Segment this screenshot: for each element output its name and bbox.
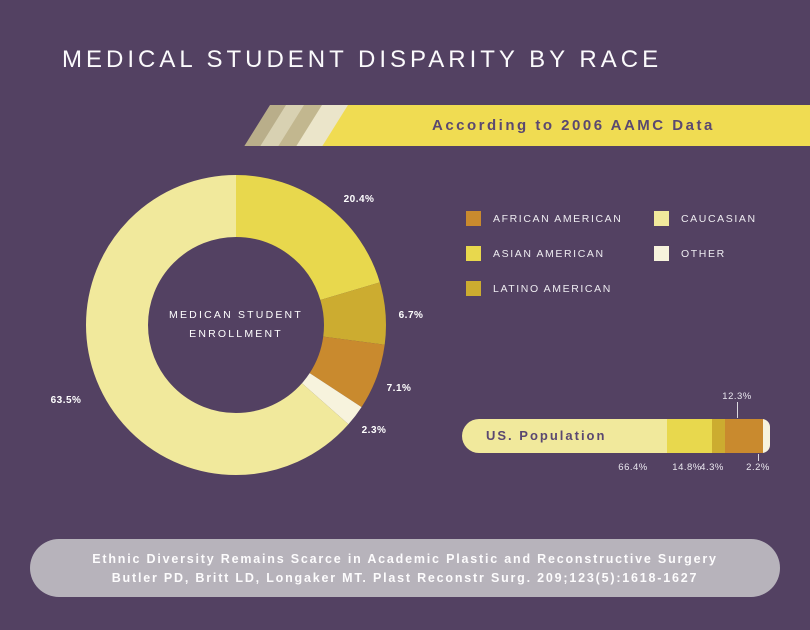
donut-segment-1 bbox=[86, 175, 386, 475]
bar-callout-line bbox=[737, 402, 738, 418]
banner-label: According to 2006 AAMC Data bbox=[432, 117, 715, 134]
bar-segment-4 bbox=[763, 419, 770, 453]
donut-label-asian: 20.4% bbox=[343, 194, 375, 205]
bar-label-asian: 14.8% bbox=[672, 462, 702, 473]
citation-footer: Ethnic Diversity Remains Scarce in Acade… bbox=[30, 539, 780, 597]
legend-item-asian-american: ASIAN AMERICAN bbox=[466, 246, 605, 261]
legend-label: LATINO AMERICAN bbox=[493, 282, 612, 295]
bar-segment-2 bbox=[712, 419, 726, 453]
legend-label: ASIAN AMERICAN bbox=[493, 247, 605, 260]
legend-swatch-latino-american bbox=[466, 281, 481, 296]
donut-label-african-american: 7.1% bbox=[386, 383, 412, 394]
citation-line1: Ethnic Diversity Remains Scarce in Acade… bbox=[92, 551, 718, 566]
legend-item-other: OTHER bbox=[654, 246, 726, 261]
legend-swatch-other bbox=[654, 246, 669, 261]
legend-item-caucasian: CAUCASIAN bbox=[654, 211, 757, 226]
page-title: MEDICAL STUDENT DISPARITY BY RACE bbox=[62, 46, 663, 73]
donut-label-latino: 6.7% bbox=[398, 310, 424, 321]
bar-segment-0 bbox=[462, 419, 667, 453]
bar-label-african-american: 12.3% bbox=[722, 391, 752, 402]
donut-center-line1: MEDICAN STUDENT bbox=[169, 309, 303, 321]
legend-item-african-american: AFRICAN AMERICAN bbox=[466, 211, 622, 226]
population-bar-title: US. Population bbox=[486, 428, 607, 443]
donut-label-other: 2.3% bbox=[361, 425, 387, 436]
bar-label-caucasian: 66.4% bbox=[618, 462, 648, 473]
bar-segment-1 bbox=[666, 419, 713, 453]
legend-label: CAUCASIAN bbox=[681, 212, 757, 225]
donut-chart bbox=[86, 175, 386, 475]
population-bar bbox=[462, 419, 770, 453]
bar-segment-3 bbox=[725, 419, 764, 453]
donut-center-line2: ENROLLMENT bbox=[189, 327, 283, 340]
bar-label-latino: 4.3% bbox=[700, 462, 724, 473]
bar-label-other: 2.2% bbox=[746, 462, 770, 473]
citation-line2: Butler PD, Britt LD, Longaker MT. Plast … bbox=[111, 570, 699, 585]
legend-label: AFRICAN AMERICAN bbox=[493, 212, 623, 225]
donut-label-caucasian: 63.5% bbox=[50, 395, 82, 406]
legend-swatch-asian-american bbox=[466, 246, 481, 261]
legend-swatch-african-american bbox=[466, 211, 481, 226]
source-banner: According to 2006 AAMC Data bbox=[244, 105, 810, 146]
donut-segment-4 bbox=[86, 175, 386, 475]
legend-label: OTHER bbox=[681, 247, 726, 260]
bar-callout-line bbox=[758, 454, 759, 461]
legend-swatch-caucasian bbox=[654, 211, 669, 226]
legend-item-latino-american: LATINO AMERICAN bbox=[466, 281, 612, 296]
donut-center-label: MEDICAN STUDENT ENROLLMENT bbox=[136, 306, 336, 344]
